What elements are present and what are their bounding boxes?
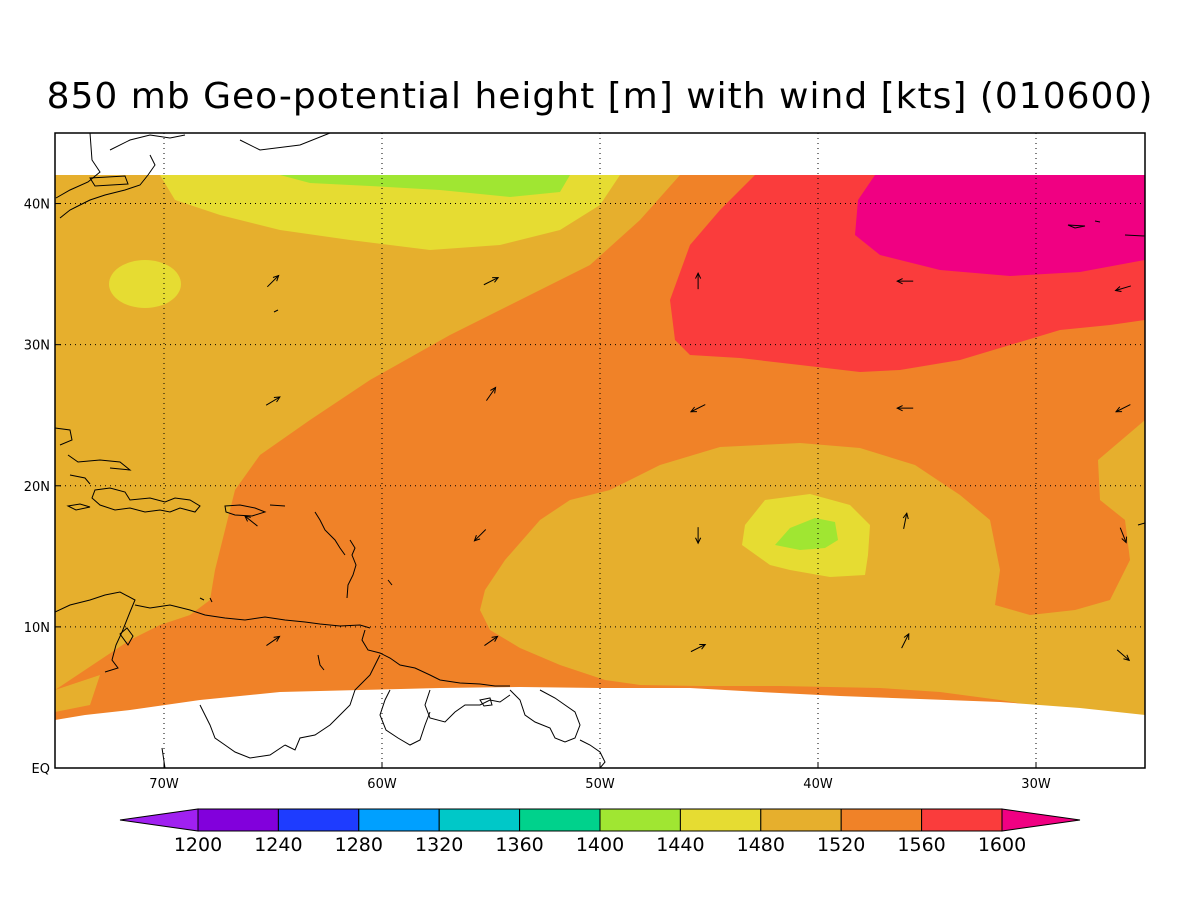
wind-vector bbox=[244, 515, 258, 527]
wind-vector bbox=[901, 632, 910, 649]
y-tick-label: EQ bbox=[32, 762, 50, 777]
wind-vector bbox=[1116, 649, 1131, 662]
wind-vector bbox=[902, 512, 909, 529]
wind-vector bbox=[265, 396, 281, 406]
contour-band-1480-1520-southwest bbox=[55, 675, 100, 712]
colorbar-level-label: 1400 bbox=[576, 834, 624, 856]
wind-vector bbox=[695, 272, 702, 290]
axis-labels: 70W 60W 50W 40W 30W EQ 10N 20N 30N 40N bbox=[24, 198, 1051, 792]
x-tick-label: 40W bbox=[803, 777, 833, 792]
colorbar-level-label: 1440 bbox=[656, 834, 704, 856]
wind-vector bbox=[689, 404, 706, 413]
colorbar-swatch bbox=[358, 808, 440, 832]
x-tick-label: 60W bbox=[367, 777, 397, 792]
x-tick-label: 30W bbox=[1021, 777, 1051, 792]
y-tick-label: 40N bbox=[24, 198, 50, 213]
colorbar-level-label: 1280 bbox=[335, 834, 383, 856]
contour-band-1400-1440-north bbox=[280, 175, 570, 197]
coastlines bbox=[55, 133, 1145, 768]
colorbar-level-label: 1320 bbox=[415, 834, 463, 856]
wind-vector bbox=[896, 405, 914, 412]
no-data-mask-south bbox=[55, 687, 1145, 768]
contour-band-above-1600-high-core bbox=[855, 175, 1145, 276]
colorbar-swatch bbox=[277, 808, 360, 832]
wind-vector bbox=[1119, 527, 1128, 544]
colorbar-level-label: 1520 bbox=[817, 834, 865, 856]
y-tick-label: 20N bbox=[24, 480, 50, 495]
colorbar-level-label: 1240 bbox=[254, 834, 302, 856]
wind-vectors bbox=[244, 272, 1132, 662]
colorbar-level-label: 1360 bbox=[495, 834, 543, 856]
gridlines bbox=[55, 133, 1145, 768]
colorbar-swatch bbox=[840, 808, 923, 832]
colorbar-swatch bbox=[760, 808, 842, 832]
x-tick-label: 70W bbox=[149, 777, 179, 792]
colorbar-arrow-low bbox=[119, 808, 199, 832]
contour-band-1440-1480-blob-west bbox=[109, 260, 181, 308]
wind-vector bbox=[1115, 404, 1131, 413]
map-title: 850 mb Geo-potential height [m] with win… bbox=[46, 76, 1154, 117]
colorbar: 1200 1240 1280 1320 1360 1400 1440 1480 1520 1560… bbox=[119, 808, 1081, 856]
wind-vector bbox=[695, 527, 702, 545]
colorbar-level-label: 1600 bbox=[978, 834, 1026, 856]
wind-vector bbox=[690, 643, 707, 653]
colorbar-swatch bbox=[921, 808, 1003, 832]
wind-vector bbox=[484, 635, 499, 646]
wind-vector bbox=[486, 386, 497, 401]
colorbar-level-label: 1560 bbox=[897, 834, 945, 856]
colorbar-level-label: 1480 bbox=[737, 834, 785, 856]
colorbar-swatch bbox=[679, 808, 762, 832]
colorbar-level-label: 1200 bbox=[174, 834, 222, 856]
wind-vector bbox=[266, 274, 280, 288]
colorbar-swatch bbox=[599, 808, 681, 832]
y-tick-label: 10N bbox=[24, 621, 50, 636]
colorbar-arrow-high bbox=[1001, 808, 1081, 832]
wind-vector bbox=[1114, 285, 1132, 292]
wind-vector bbox=[266, 635, 281, 646]
wind-vector bbox=[473, 529, 487, 542]
contour-band-1480-1520-northwest bbox=[55, 175, 680, 690]
colorbar-swatch bbox=[519, 808, 601, 832]
y-tick-label: 30N bbox=[24, 339, 50, 354]
x-tick-label: 50W bbox=[585, 777, 615, 792]
wind-vector bbox=[483, 277, 500, 286]
filled-contours bbox=[55, 133, 1145, 768]
wind-vector bbox=[896, 278, 914, 285]
contour-band-1400-1440-low-core bbox=[775, 518, 838, 550]
colorbar-swatch bbox=[197, 808, 279, 832]
colorbar-swatch bbox=[438, 808, 521, 832]
